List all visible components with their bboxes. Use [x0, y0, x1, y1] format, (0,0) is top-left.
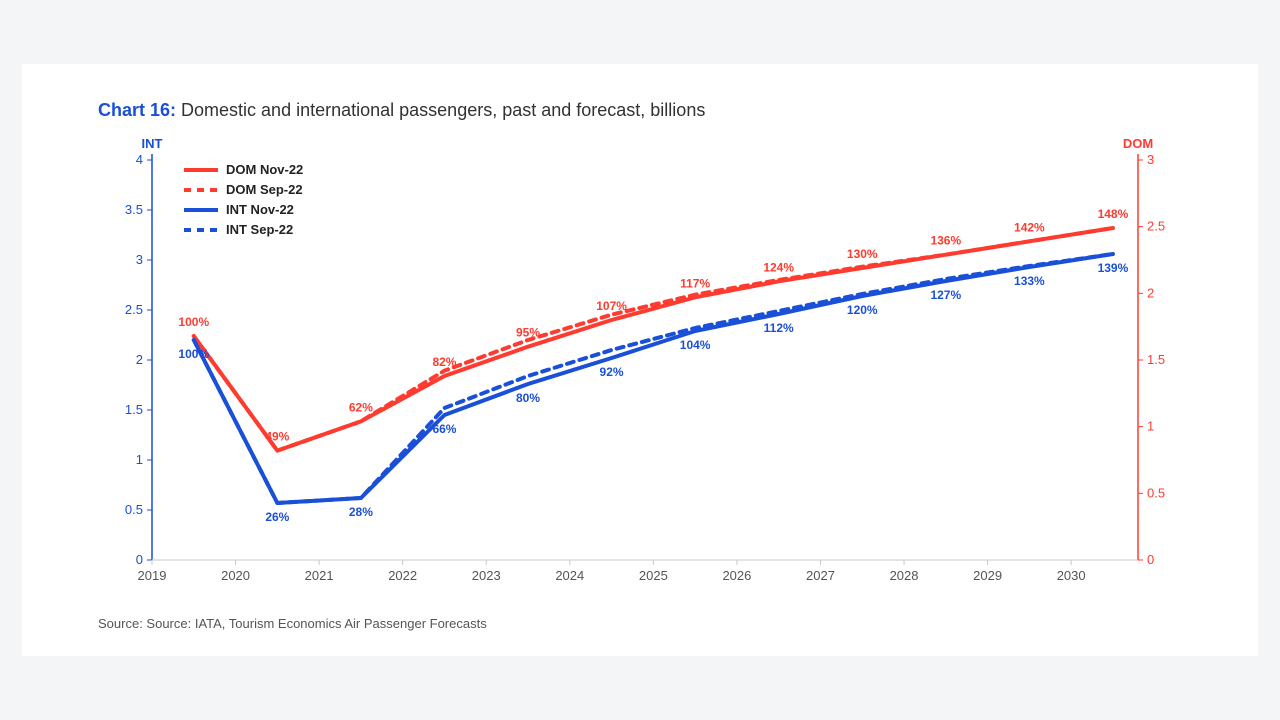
svg-text:2: 2: [1147, 285, 1154, 300]
svg-text:0: 0: [136, 552, 143, 567]
svg-text:2020: 2020: [221, 568, 250, 583]
svg-text:127%: 127%: [930, 288, 961, 302]
svg-text:3: 3: [136, 252, 143, 267]
legend-dom-nov22: DOM Nov-22: [226, 162, 303, 177]
svg-text:26%: 26%: [265, 510, 289, 524]
svg-text:0: 0: [1147, 552, 1154, 567]
svg-text:100%: 100%: [178, 315, 209, 329]
svg-text:82%: 82%: [432, 355, 456, 369]
svg-text:117%: 117%: [680, 276, 710, 290]
chart-title-lead: Chart 16:: [98, 100, 176, 120]
svg-text:DOM: DOM: [1123, 136, 1153, 151]
legend-int-nov22: INT Nov-22: [226, 202, 294, 217]
svg-text:2026: 2026: [722, 568, 751, 583]
svg-text:2: 2: [136, 352, 143, 367]
svg-text:136%: 136%: [930, 234, 961, 248]
svg-text:3.5: 3.5: [125, 202, 143, 217]
svg-text:124%: 124%: [763, 260, 794, 274]
svg-text:1.5: 1.5: [125, 402, 143, 417]
svg-text:139%: 139%: [1098, 261, 1129, 275]
svg-text:2029: 2029: [973, 568, 1002, 583]
svg-text:0.5: 0.5: [1147, 485, 1165, 500]
svg-text:2027: 2027: [806, 568, 835, 583]
svg-text:2022: 2022: [388, 568, 417, 583]
svg-text:92%: 92%: [600, 365, 624, 379]
svg-text:148%: 148%: [1098, 207, 1129, 221]
svg-text:3: 3: [1147, 152, 1154, 167]
svg-text:112%: 112%: [764, 321, 794, 335]
svg-text:62%: 62%: [349, 400, 373, 414]
svg-text:0.5: 0.5: [125, 502, 143, 517]
legend-int-sep22: INT Sep-22: [226, 222, 293, 237]
chart-title: Chart 16: Domestic and international pas…: [98, 100, 705, 121]
svg-text:120%: 120%: [847, 303, 878, 317]
svg-text:100%: 100%: [178, 347, 209, 361]
svg-text:28%: 28%: [349, 505, 373, 519]
chart-card: Chart 16: Domestic and international pas…: [22, 64, 1258, 656]
svg-text:2025: 2025: [639, 568, 668, 583]
svg-text:1.5: 1.5: [1147, 352, 1165, 367]
legend-dom-sep22: DOM Sep-22: [226, 182, 303, 197]
svg-text:2019: 2019: [138, 568, 167, 583]
svg-text:2021: 2021: [305, 568, 334, 583]
svg-text:80%: 80%: [516, 391, 540, 405]
series-int-nov22: [194, 254, 1113, 503]
chart-svg: 00.511.522.533.54INT00.511.522.53DOM2019…: [98, 130, 1198, 610]
svg-text:104%: 104%: [680, 338, 711, 352]
svg-text:INT: INT: [142, 136, 163, 151]
svg-text:1: 1: [136, 452, 143, 467]
svg-text:4: 4: [136, 152, 143, 167]
svg-text:130%: 130%: [847, 247, 878, 261]
svg-text:2.5: 2.5: [125, 302, 143, 317]
svg-text:142%: 142%: [1014, 220, 1045, 234]
svg-text:66%: 66%: [432, 422, 456, 436]
svg-text:1: 1: [1147, 419, 1154, 434]
svg-text:95%: 95%: [516, 326, 540, 340]
svg-text:133%: 133%: [1014, 274, 1045, 288]
svg-text:2023: 2023: [472, 568, 501, 583]
chart-title-rest: Domestic and international passengers, p…: [176, 100, 705, 120]
svg-text:49%: 49%: [265, 430, 289, 444]
chart-source: Source: Source: IATA, Tourism Economics …: [98, 616, 487, 631]
series-int-sep22: [194, 254, 1113, 503]
svg-text:2028: 2028: [890, 568, 919, 583]
svg-text:2030: 2030: [1057, 568, 1086, 583]
svg-text:107%: 107%: [596, 299, 627, 313]
svg-text:2.5: 2.5: [1147, 219, 1165, 234]
svg-text:2024: 2024: [555, 568, 584, 583]
